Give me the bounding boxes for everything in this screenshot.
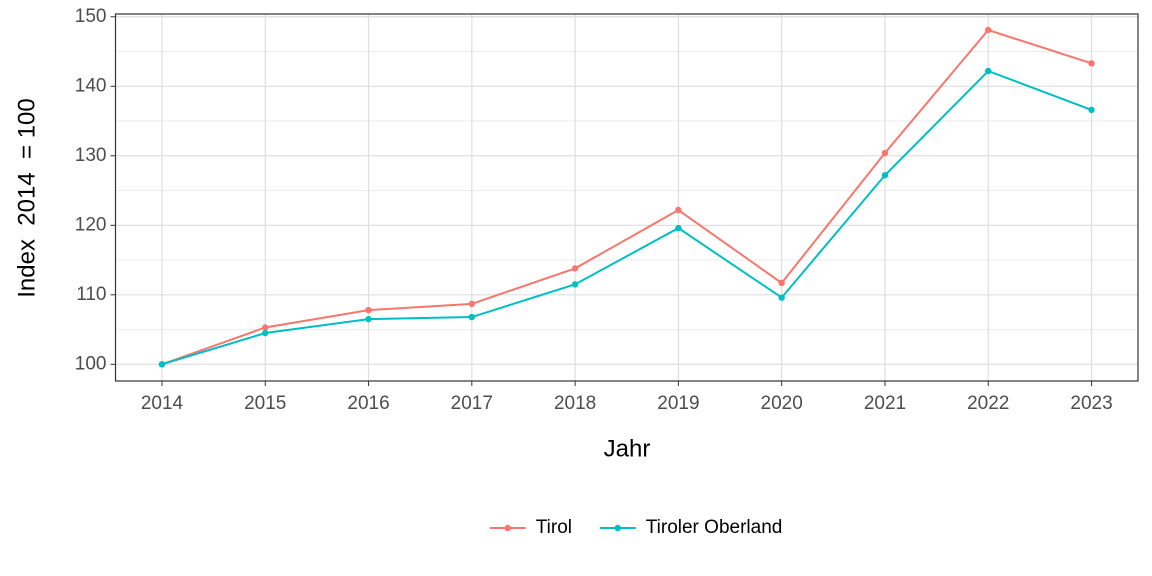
x-axis-title: Jahr	[604, 435, 651, 462]
x-tick-label: 2015	[244, 393, 286, 414]
series-line	[161, 69, 1092, 366]
data-point	[571, 265, 579, 272]
y-axis-title: Index 2014 = 100	[13, 98, 40, 298]
data-point	[365, 306, 372, 314]
data-point	[468, 313, 476, 321]
data-point	[881, 149, 889, 157]
legend-key-point	[504, 524, 511, 532]
x-tick-label: 2017	[451, 393, 493, 414]
data-point	[1088, 106, 1095, 114]
data-point	[675, 206, 682, 214]
data-point	[365, 315, 372, 323]
y-tick-label: 150	[75, 6, 107, 27]
y-tick-label: 100	[75, 353, 107, 374]
x-tick-label: 2019	[657, 393, 699, 414]
legend-key-point	[614, 524, 621, 532]
data-point	[262, 329, 269, 337]
y-tick-label: 140	[75, 75, 107, 96]
legend-label: Tirol	[536, 517, 572, 538]
data-point	[985, 67, 992, 75]
data-point	[778, 279, 785, 287]
data-point	[675, 224, 682, 232]
x-tick-label: 2020	[761, 393, 803, 414]
data-point	[985, 26, 992, 34]
data-point	[1088, 60, 1095, 67]
x-tick-label: 2021	[864, 393, 906, 414]
data-point	[778, 294, 785, 301]
x-tick-label: 2016	[347, 393, 389, 414]
y-tick-label: 130	[75, 145, 107, 166]
x-tick-label: 2023	[1070, 393, 1112, 414]
plot-border	[114, 13, 1139, 382]
x-tick-label: 2018	[554, 393, 596, 414]
series-line	[161, 28, 1092, 366]
data-point	[158, 361, 166, 368]
legend: Tirol Tiroler Oberland	[489, 517, 783, 538]
x-tick-label: 2014	[141, 393, 184, 414]
legend-label: Tiroler Oberland	[646, 517, 783, 538]
y-tick-label: 110	[76, 284, 106, 305]
data-point	[881, 172, 889, 179]
x-tick-label: 2022	[967, 393, 1009, 414]
y-tick-label: 120	[75, 214, 107, 235]
data-point	[468, 300, 476, 308]
data-point	[571, 281, 579, 288]
data-point	[262, 324, 269, 331]
